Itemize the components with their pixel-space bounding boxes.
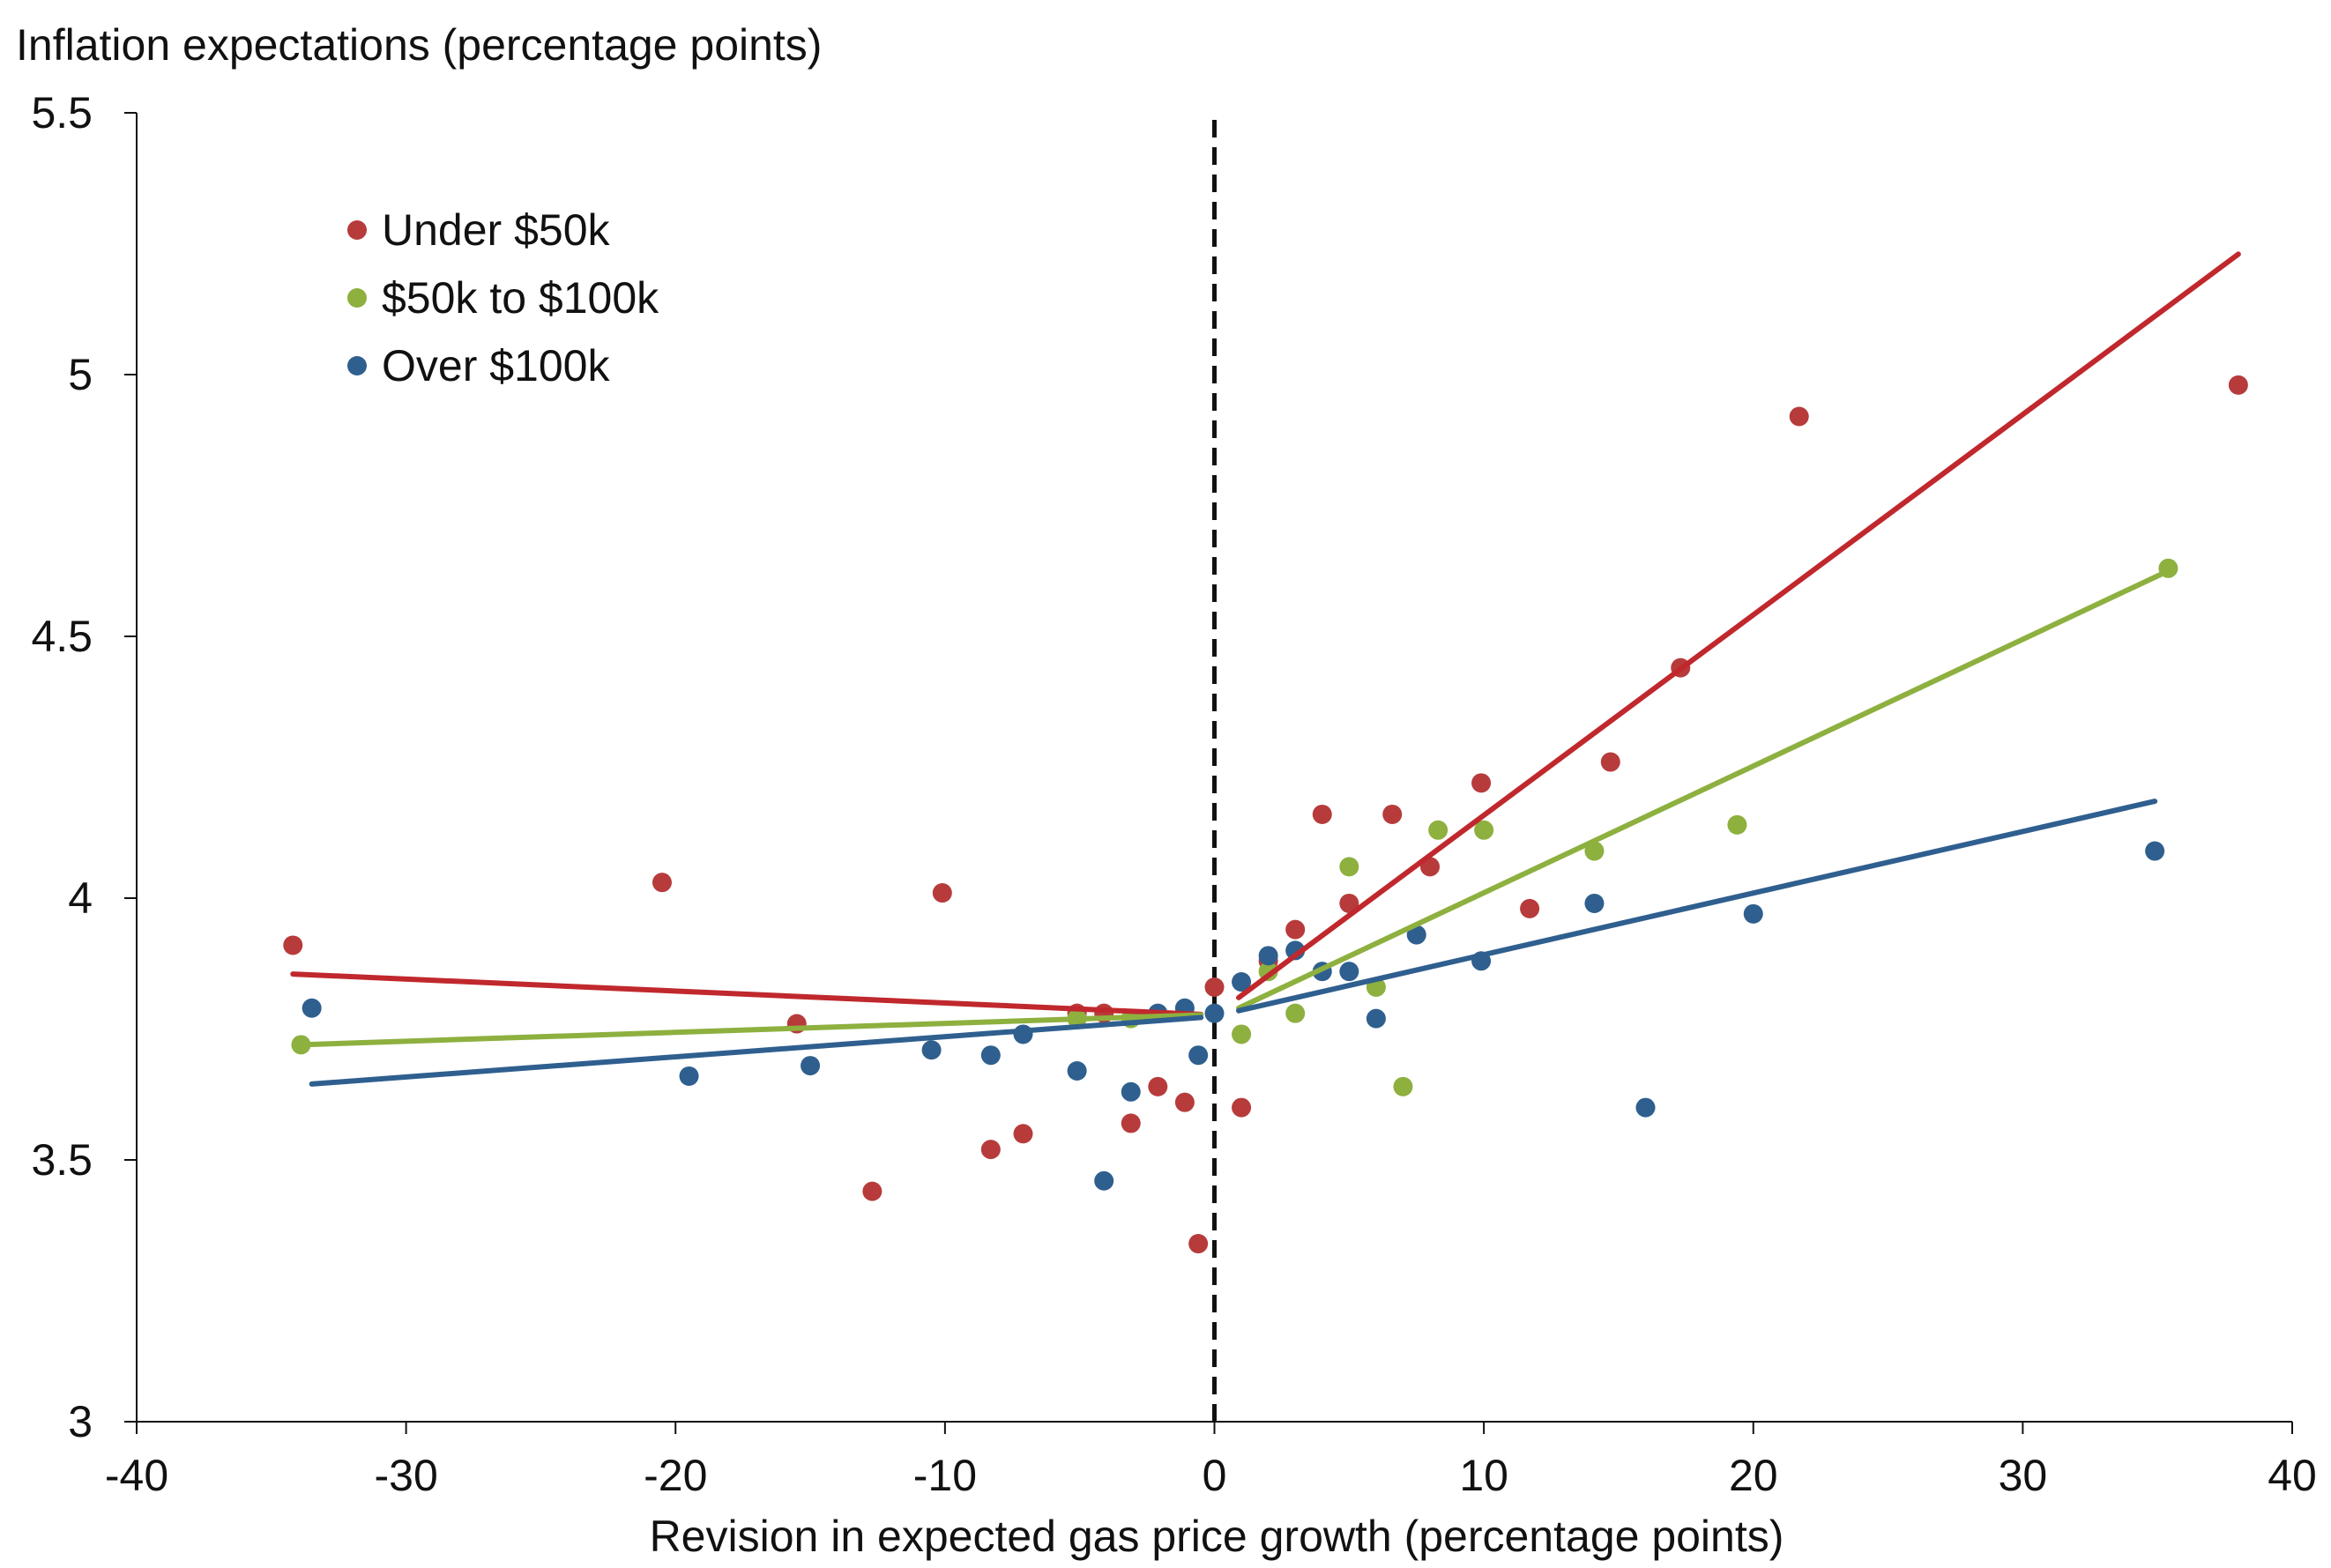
data-point-series-2	[1339, 962, 1359, 982]
data-point-series-0	[283, 935, 303, 955]
data-point-series-2	[1067, 1061, 1087, 1081]
x-tick-label: -30	[374, 1451, 437, 1500]
y-tick-label: 5.5	[31, 88, 93, 137]
y-axis-title: Inflation expectations (percentage point…	[16, 20, 822, 70]
x-tick-label: 30	[1999, 1451, 2048, 1500]
data-point-series-0	[1148, 1076, 1168, 1096]
data-point-series-2	[1258, 946, 1278, 966]
data-point-series-2	[1013, 1024, 1033, 1044]
data-point-series-1	[1285, 1003, 1306, 1023]
data-point-series-2	[679, 1066, 699, 1086]
fit-line-positive-series-1	[1236, 568, 2171, 1011]
fit-line-negative-series-0	[290, 971, 1204, 1017]
data-point-series-2	[980, 1045, 1001, 1066]
legend-label-series-1: $50k to $100k	[382, 273, 659, 323]
y-tick-label: 4	[68, 873, 93, 923]
data-point-series-0	[1339, 893, 1359, 913]
x-tick-label: -10	[913, 1451, 977, 1500]
data-point-series-0	[1382, 804, 1403, 824]
plot-area: 3 3.5 4 4.5 5 5.5 -40 -30 -20 -10 0 10 20 30 40 Under $…	[31, 88, 2316, 1500]
x-tick-label: 20	[1729, 1451, 1778, 1500]
fit-line-negative-series-2	[309, 1014, 1204, 1087]
data-point-series-2	[302, 998, 322, 1018]
data-point-series-1	[1428, 820, 1448, 840]
data-point-series-0	[2228, 375, 2248, 395]
data-point-series-1	[1232, 1024, 1252, 1044]
data-point-series-2	[1584, 893, 1605, 913]
fit-line-positive-series-0	[1236, 251, 2241, 1000]
data-point-series-0	[1232, 1097, 1252, 1118]
data-point-series-0	[1121, 1113, 1141, 1133]
data-point-series-0	[652, 873, 672, 893]
data-point-series-2	[1188, 1045, 1209, 1066]
data-point-series-0	[932, 883, 952, 903]
data-point-series-2	[1743, 903, 1763, 924]
data-point-series-1	[1584, 841, 1605, 861]
x-tick-label: 0	[1203, 1451, 1227, 1500]
data-point-series-2	[921, 1040, 942, 1060]
legend-label-series-2: Over $100k	[382, 341, 610, 390]
data-point-series-1	[1339, 857, 1359, 877]
fit-line-positive-series-2	[1236, 799, 2158, 1014]
x-tick-label: -40	[105, 1451, 168, 1500]
data-point-series-1	[1474, 820, 1494, 840]
x-axis-title: Revision in expected gas price growth (p…	[650, 1512, 1784, 1561]
data-point-series-0	[1789, 406, 1809, 427]
data-point-series-2	[1094, 1170, 1114, 1191]
y-tick-label: 3.5	[31, 1135, 93, 1185]
data-point-series-0	[1600, 752, 1620, 772]
data-point-series-0	[1471, 773, 1492, 793]
data-point-series-2	[2145, 841, 2165, 861]
legend-marker-series-2	[347, 356, 367, 375]
fit-line-negative-series-1	[298, 1012, 1204, 1048]
y-tick-label: 3	[68, 1397, 93, 1446]
y-tick-label: 5	[68, 350, 93, 399]
data-point-series-0	[862, 1181, 883, 1201]
legend-label-series-0: Under $50k	[382, 205, 610, 255]
data-point-series-2	[1406, 925, 1426, 945]
legend-marker-series-0	[347, 220, 367, 240]
data-point-series-2	[1204, 1003, 1225, 1023]
data-point-series-2	[1366, 1008, 1386, 1029]
data-point-series-1	[1393, 1076, 1413, 1096]
data-point-series-2	[1232, 972, 1252, 992]
data-point-series-0	[1285, 919, 1306, 940]
data-point-series-0	[1312, 804, 1332, 824]
data-point-series-0	[1188, 1234, 1209, 1254]
data-point-series-2	[801, 1056, 821, 1076]
data-point-series-2	[1121, 1081, 1141, 1102]
data-point-series-0	[1174, 1092, 1195, 1112]
data-point-series-0	[1204, 977, 1225, 997]
y-tick-label: 4.5	[31, 612, 93, 661]
data-point-series-0	[1520, 898, 1540, 918]
x-tick-label: -20	[644, 1451, 707, 1500]
x-tick-label: 10	[1459, 1451, 1508, 1500]
x-tick-label: 40	[2268, 1451, 2317, 1500]
data-point-series-2	[1635, 1097, 1656, 1118]
legend-marker-series-1	[347, 288, 367, 308]
data-point-series-0	[980, 1140, 1001, 1160]
data-point-series-1	[1727, 814, 1747, 835]
data-point-series-0	[1013, 1124, 1033, 1144]
data-point-series-2	[1285, 940, 1306, 961]
